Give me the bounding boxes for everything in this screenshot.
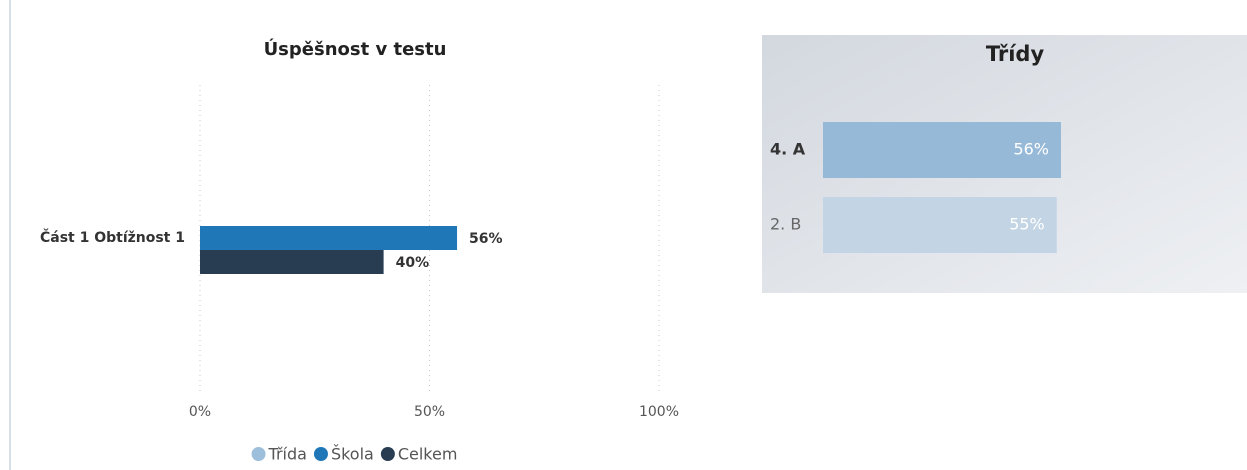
legend-marker [380, 447, 395, 461]
value-label: 40% [396, 255, 430, 271]
x-tick-label: 50% [414, 404, 445, 420]
legend-marker [251, 447, 266, 461]
chart-title: Úspěšnost v testu [264, 38, 447, 60]
bar [823, 122, 1061, 178]
bar [200, 226, 458, 250]
legend-label: Škola [331, 445, 374, 464]
value-label: 56% [1013, 140, 1049, 159]
category-label: 2. B [770, 215, 801, 234]
value-label: 56% [469, 231, 503, 247]
x-tick-label: 0% [189, 404, 211, 420]
category-label: Část 1 Obtížnost 1 [40, 228, 185, 246]
bar [823, 197, 1057, 253]
value-label: 55% [1009, 215, 1045, 234]
bar [200, 250, 384, 274]
legend-label: Třída [268, 445, 307, 464]
category-label: 4. A [770, 140, 806, 159]
x-tick-label: 100% [639, 404, 679, 420]
legend-label: Celkem [398, 445, 458, 464]
chart-title: Třídy [986, 42, 1045, 66]
legend-marker [313, 447, 328, 461]
